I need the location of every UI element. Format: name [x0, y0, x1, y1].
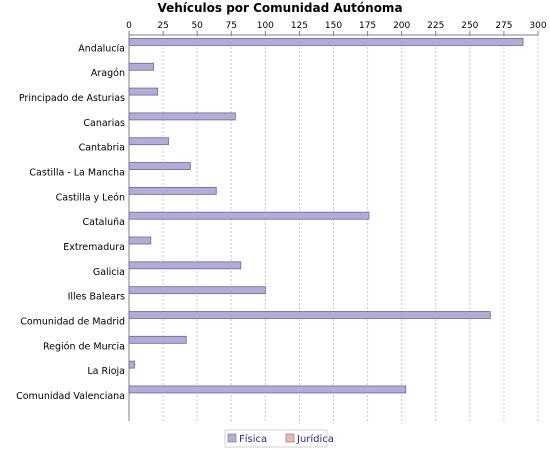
- category-label: Cataluña: [82, 217, 125, 228]
- category-label: Castilla - La Mancha: [29, 168, 125, 179]
- legend-box: [224, 429, 328, 448]
- x-tick-label: 75: [226, 21, 237, 31]
- bars: [128, 38, 524, 394]
- x-tick-label: 150: [325, 21, 342, 31]
- x-tick-label: 175: [359, 21, 376, 31]
- bar-fisica: [128, 62, 154, 71]
- x-tick-label: 225: [427, 21, 444, 31]
- x-tick-label: 50: [191, 21, 203, 31]
- category-label: Principado de Asturias: [19, 93, 125, 104]
- bar-fisica: [128, 311, 491, 319]
- bar-fisica: [128, 236, 152, 245]
- category-label: Comunidad Valenciana: [16, 391, 125, 402]
- bar-fisica: [128, 162, 191, 170]
- chart-title: Vehículos por Comunidad Autónoma: [157, 1, 402, 15]
- x-tick-label: 125: [291, 21, 308, 31]
- bar-fisica: [128, 211, 370, 220]
- legend: Física Jurídica: [224, 429, 334, 448]
- bar-fisica: [128, 87, 159, 96]
- axes: 0 25 50 75 100 125 150 175 200 225 250 275 300: [126, 21, 547, 421]
- x-tick-label: 300: [529, 21, 546, 31]
- grid-lines: [162, 35, 539, 421]
- x-tick-label: 275: [495, 21, 512, 31]
- category-label: Cantabria: [79, 143, 125, 154]
- category-label: Castilla y León: [56, 192, 125, 203]
- category-label: Comunidad de Madrid: [20, 316, 125, 327]
- category-label: La Rioja: [87, 366, 125, 377]
- category-label: Extremadura: [63, 242, 125, 253]
- category-label: Illes Balears: [68, 292, 125, 303]
- category-label: Aragón: [91, 68, 125, 79]
- bar-fisica: [128, 112, 236, 121]
- bar-fisica: [128, 137, 169, 146]
- x-tick-label: 200: [393, 21, 410, 31]
- bar-fisica: [128, 186, 217, 195]
- category-label: Galicia: [93, 267, 125, 278]
- bar-fisica: [128, 286, 266, 295]
- legend-swatch: [285, 433, 295, 443]
- legend-label: Jurídica: [296, 433, 334, 445]
- bar-fisica: [128, 38, 524, 46]
- x-tick-label: 100: [257, 21, 274, 31]
- x-tick-label: 25: [157, 21, 168, 31]
- bar-fisica: [128, 385, 407, 394]
- bar-fisica: [128, 261, 242, 270]
- category-label: Región de Murcia: [43, 341, 125, 352]
- category-labels: Andalucía Aragón Principado de Asturias Can…: [16, 43, 125, 402]
- category-label: Canarias: [83, 118, 125, 129]
- bar-fisica: [128, 360, 135, 369]
- legend-label: Física: [239, 433, 267, 445]
- legend-swatch: [227, 433, 237, 443]
- x-tick-label: 0: [126, 21, 132, 31]
- x-tick-label: 250: [461, 21, 478, 31]
- category-label: Andalucía: [78, 43, 125, 54]
- bar-fisica: [128, 335, 187, 344]
